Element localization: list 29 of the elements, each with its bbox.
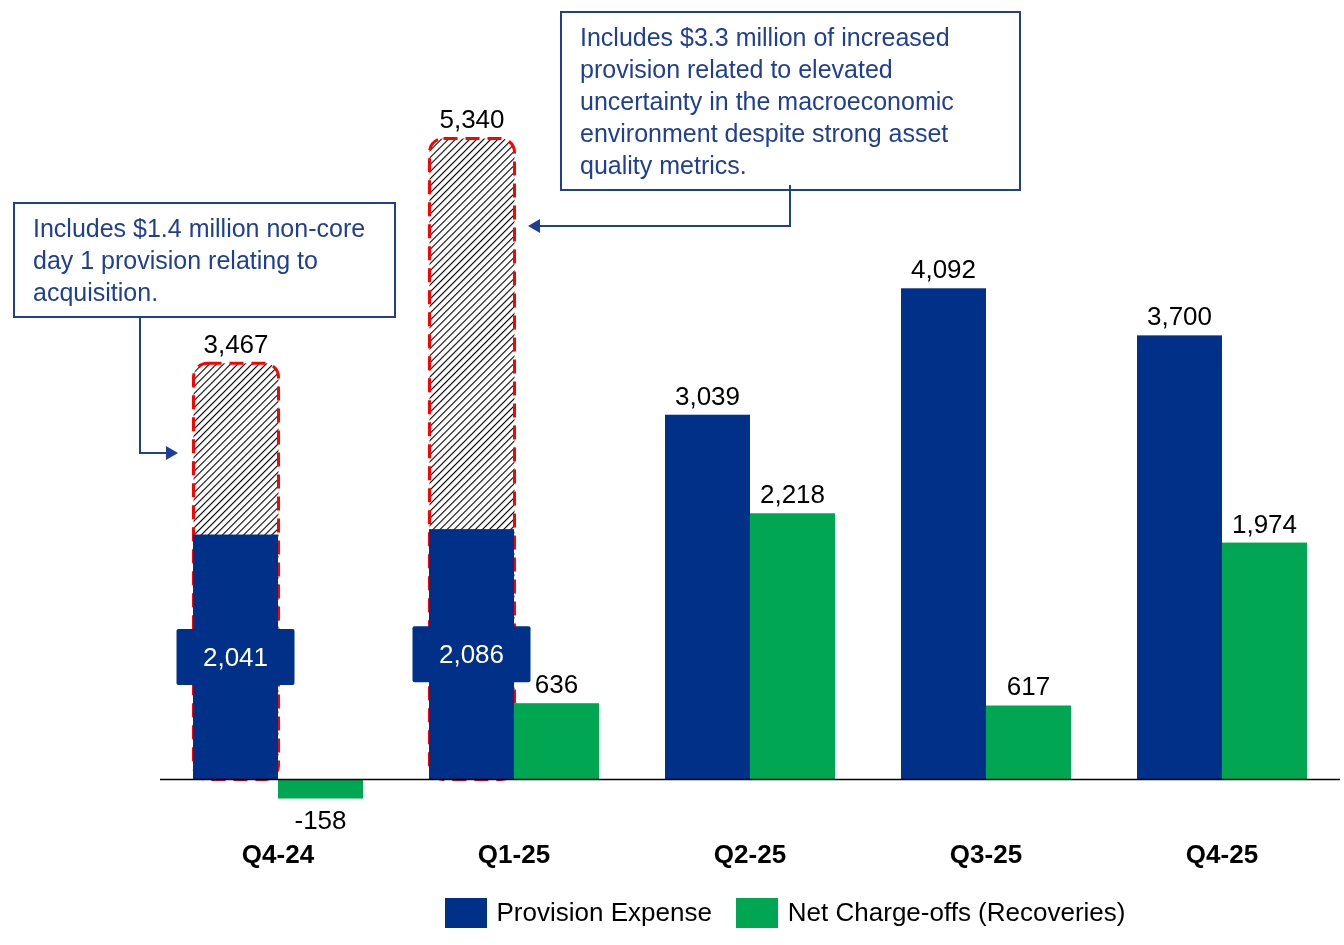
x-tick-label: Q1-25 — [477, 839, 551, 870]
x-tick-label: Q4-25 — [1185, 839, 1259, 870]
bar — [1137, 335, 1222, 780]
callout-box: Includes $3.3 million of increased provision related to elevated uncertainty in the macroeconomic environment despite strong asset quality metrics. — [560, 11, 1021, 191]
data-label: 3,700 — [1146, 301, 1213, 332]
legend-label: Net Charge-offs (Recoveries) — [787, 897, 1126, 928]
data-label: 1,974 — [1231, 508, 1298, 539]
bar — [986, 705, 1071, 780]
bar — [514, 703, 599, 780]
bar — [901, 288, 986, 780]
legend-label: Provision Expense — [496, 897, 712, 928]
data-label: 2,218 — [759, 479, 826, 510]
data-label: 617 — [1006, 671, 1051, 702]
data-label: 2,041 — [202, 642, 269, 673]
bar — [278, 779, 363, 799]
data-label: 5,340 — [439, 104, 505, 135]
bar — [750, 513, 835, 780]
data-label: 3,039 — [674, 380, 741, 411]
data-label: -158 — [294, 804, 347, 835]
data-label: 4,092 — [910, 254, 977, 285]
x-tick-label: Q3-25 — [949, 839, 1023, 870]
x-tick-label: Q2-25 — [713, 839, 787, 870]
data-label: 636 — [534, 669, 579, 700]
x-tick-label: Q4-24 — [241, 839, 315, 870]
bar — [1222, 542, 1307, 780]
callout-box: Includes $1.4 million non-core day 1 provision relating to acquisition. — [13, 202, 396, 318]
bar — [665, 414, 750, 780]
data-label: 3,467 — [203, 329, 269, 360]
data-label: 2,086 — [438, 639, 505, 670]
